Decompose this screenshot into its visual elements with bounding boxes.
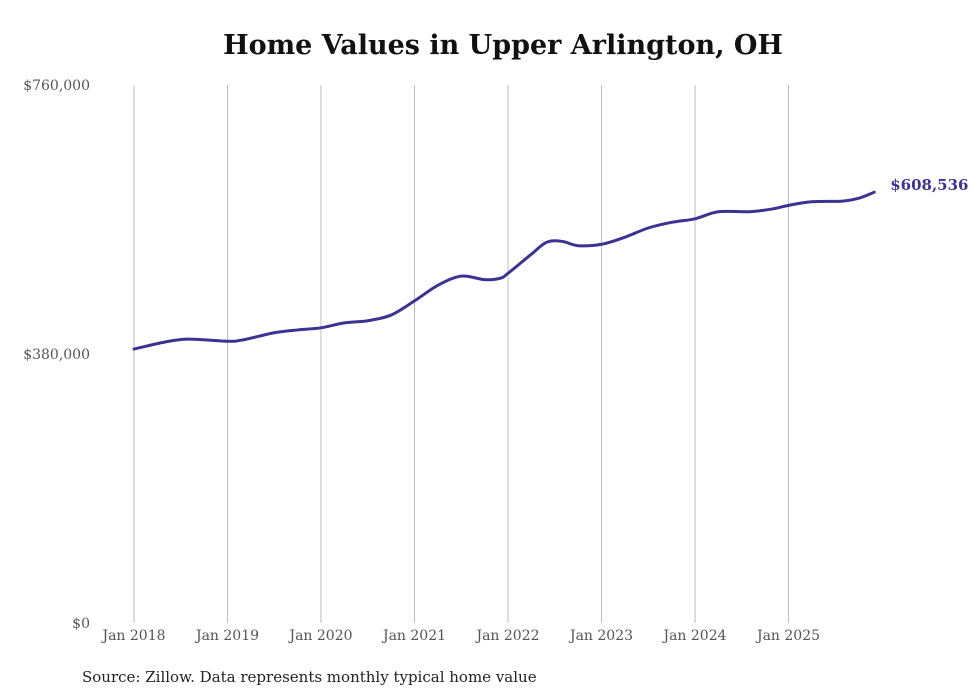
y-axis: $0 $380,000 $760,000 [23, 78, 90, 632]
chart-title: Home Values in Upper Arlington, OH [223, 30, 783, 61]
x-tick-label: Jan 2018 [100, 628, 165, 644]
x-tick-label: Jan 2023 [568, 628, 633, 644]
end-value-label: $608,536 [890, 176, 968, 194]
source-note: Source: Zillow. Data represents monthly … [82, 668, 537, 686]
y-tick-label: $760,000 [23, 78, 90, 94]
x-tick-label: Jan 2025 [755, 628, 820, 644]
x-tick-label: Jan 2021 [381, 628, 446, 644]
y-tick-label: $0 [72, 616, 90, 632]
y-tick-label: $380,000 [23, 347, 90, 363]
x-tick-label: Jan 2022 [474, 628, 539, 644]
series-line [132, 190, 876, 351]
x-axis: Jan 2018 Jan 2019 Jan 2020 Jan 2021 Jan 2022… [100, 628, 820, 644]
x-tick-label: Jan 2024 [661, 628, 726, 644]
x-tick-label: Jan 2019 [194, 628, 259, 644]
data-points [133, 192, 875, 350]
x-tick-label: Jan 2020 [287, 628, 352, 644]
grid [133, 85, 789, 623]
